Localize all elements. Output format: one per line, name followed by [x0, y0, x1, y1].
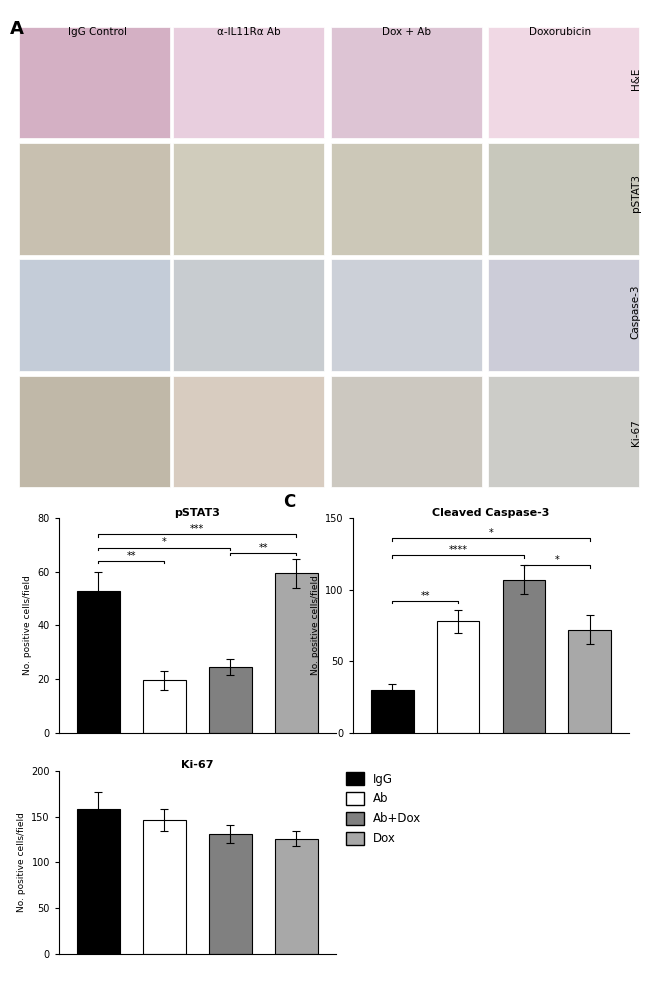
Text: Caspase-3: Caspase-3	[631, 284, 641, 339]
Text: pSTAT3: pSTAT3	[631, 174, 641, 212]
Title: Cleaved Caspase-3: Cleaved Caspase-3	[432, 507, 550, 518]
Bar	[274, 573, 318, 732]
Bar	[77, 809, 120, 954]
Bar	[488, 144, 639, 255]
Y-axis label: No. positive cells/field: No. positive cells/field	[17, 812, 26, 912]
Bar	[274, 838, 318, 954]
Bar	[488, 376, 639, 488]
Text: Ki-67: Ki-67	[631, 420, 641, 446]
Bar	[20, 260, 170, 371]
Text: ***: ***	[190, 524, 204, 534]
Bar	[569, 630, 611, 732]
Bar	[209, 834, 252, 954]
Text: ****: ****	[449, 546, 468, 555]
Text: α-IL11Rα Ab: α-IL11Rα Ab	[217, 27, 281, 36]
Bar	[20, 27, 170, 139]
Text: H&E: H&E	[631, 68, 641, 90]
Bar	[437, 621, 479, 732]
Y-axis label: No. positive cells/field: No. positive cells/field	[310, 575, 320, 675]
Bar	[331, 27, 481, 139]
Legend: IgG, Ab, Ab+Dox, Dox: IgG, Ab, Ab+Dox, Dox	[346, 772, 421, 845]
Text: A: A	[10, 20, 24, 37]
Title: Ki-67: Ki-67	[181, 761, 214, 771]
Title: pSTAT3: pSTAT3	[174, 507, 220, 518]
Bar	[143, 821, 186, 954]
Bar	[209, 666, 252, 732]
Bar	[371, 690, 413, 732]
Text: **: **	[126, 550, 136, 560]
Y-axis label: No. positive cells/field: No. positive cells/field	[23, 575, 32, 675]
Text: *: *	[489, 528, 493, 538]
Bar	[174, 144, 324, 255]
Bar	[20, 376, 170, 488]
Bar	[174, 27, 324, 139]
Text: *: *	[162, 538, 167, 548]
Text: Doxorubicin: Doxorubicin	[529, 27, 591, 36]
Text: *: *	[555, 555, 559, 565]
Text: **: **	[259, 543, 268, 552]
Bar	[77, 591, 120, 732]
Bar	[331, 376, 481, 488]
Bar	[331, 260, 481, 371]
Bar	[488, 260, 639, 371]
Bar	[502, 580, 546, 732]
Text: C: C	[284, 492, 296, 511]
Bar	[174, 260, 324, 371]
Bar	[20, 144, 170, 255]
Bar	[143, 680, 186, 732]
Text: **: **	[421, 591, 430, 601]
Text: IgG Control: IgG Control	[69, 27, 128, 36]
Text: Dox + Ab: Dox + Ab	[382, 27, 430, 36]
Bar	[331, 144, 481, 255]
Bar	[488, 27, 639, 139]
Bar	[174, 376, 324, 488]
